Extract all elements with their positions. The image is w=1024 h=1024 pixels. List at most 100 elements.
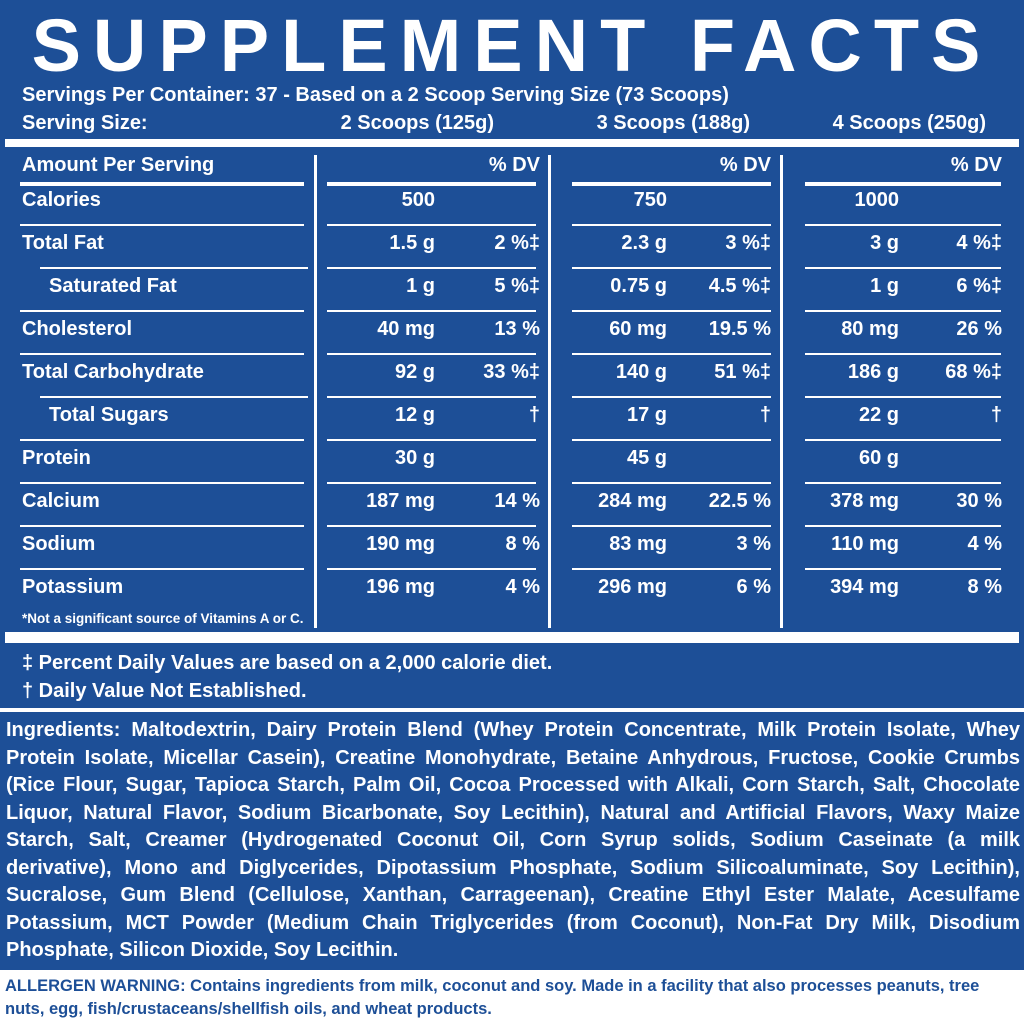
row-divider bbox=[40, 396, 308, 398]
nutrient-amount: 1 g bbox=[406, 275, 435, 297]
nutrient-dv: 6 %‡ bbox=[956, 275, 1002, 297]
nutrient-name: Total Carbohydrate bbox=[22, 361, 204, 383]
nutrient-dv: 13 % bbox=[494, 318, 540, 340]
nutrient-name: Calcium bbox=[22, 490, 100, 512]
header-underline bbox=[805, 182, 1001, 186]
nutrient-dv: † bbox=[528, 404, 540, 426]
row-divider bbox=[20, 353, 304, 355]
nutrient-dv: 4.5 %‡ bbox=[708, 275, 771, 297]
nutrient-amount: 80 mg bbox=[841, 318, 899, 340]
nutrient-dv: 8 % bbox=[505, 533, 540, 555]
nutrient-amount: 140 g bbox=[615, 361, 667, 383]
nutrient-amount: 0.75 g bbox=[610, 275, 667, 297]
row-divider bbox=[20, 568, 304, 570]
nutrient-amount: 22 g bbox=[858, 404, 899, 426]
row-divider bbox=[805, 482, 1001, 484]
row-divider bbox=[805, 267, 1001, 269]
panel-title: SUPPLEMENT FACTS bbox=[31, 4, 993, 87]
nutrient-amount: 110 mg bbox=[831, 533, 899, 555]
row-divider bbox=[327, 439, 536, 441]
nutrient-amount: 17 g bbox=[626, 404, 667, 426]
nutrient-amount: 187 mg bbox=[366, 490, 435, 512]
row-divider bbox=[805, 525, 1001, 527]
column-separator bbox=[314, 155, 317, 628]
row-divider bbox=[327, 224, 536, 226]
nutrient-amount: 394 mg bbox=[830, 576, 899, 598]
nutrient-dv: 33 %‡ bbox=[483, 361, 540, 383]
ingredients-panel: Ingredients: Maltodextrin, Dairy Protein… bbox=[0, 712, 1024, 970]
row-divider bbox=[327, 353, 536, 355]
header-underline bbox=[20, 182, 304, 186]
row-divider bbox=[327, 267, 536, 269]
nutrient-dv: 30 % bbox=[956, 490, 1002, 512]
nutrient-amount: 1.5 g bbox=[389, 232, 435, 254]
row-divider bbox=[805, 439, 1001, 441]
allergen-label: ALLERGEN WARNING: bbox=[5, 977, 186, 995]
vitamin-note: *Not a significant source of Vitamins A … bbox=[22, 611, 304, 626]
nutrient-amount: 92 g bbox=[394, 361, 435, 383]
nutrient-dv: 4 % bbox=[967, 533, 1002, 555]
serving-size-col-3: 4 Scoops (250g) bbox=[832, 112, 986, 134]
nutrient-amount: 83 mg bbox=[609, 533, 667, 555]
allergen-warning: ALLERGEN WARNING: Contains ingredients f… bbox=[5, 975, 1021, 1021]
nutrient-amount: 196 mg bbox=[366, 576, 435, 598]
row-divider bbox=[327, 568, 536, 570]
nutrient-dv: 4 %‡ bbox=[956, 232, 1002, 254]
nutrient-dv: 19.5 % bbox=[708, 318, 771, 340]
nutrient-amount: 45 g bbox=[626, 447, 667, 469]
nutrient-dv: 3 %‡ bbox=[725, 232, 771, 254]
nutrient-amount: 3 g bbox=[870, 232, 899, 254]
nutrient-dv: 2 %‡ bbox=[494, 232, 540, 254]
nutrient-dv: 68 %‡ bbox=[945, 361, 1002, 383]
nutrient-dv: 5 %‡ bbox=[494, 275, 540, 297]
header-dv-col-1: % DV bbox=[488, 154, 540, 176]
nutrient-name: Calories bbox=[22, 189, 101, 211]
thick-divider-bottom bbox=[5, 632, 1019, 643]
nutrient-amount: 750 bbox=[633, 189, 667, 211]
nutrient-name: Saturated Fat bbox=[49, 275, 177, 297]
row-divider bbox=[40, 267, 308, 269]
nutrient-amount: 1000 bbox=[854, 189, 900, 211]
row-divider bbox=[20, 310, 304, 312]
row-divider bbox=[805, 568, 1001, 570]
thick-divider-top bbox=[5, 139, 1019, 147]
row-divider bbox=[805, 310, 1001, 312]
row-divider bbox=[572, 439, 771, 441]
row-divider bbox=[327, 396, 536, 398]
nutrient-dv: 3 % bbox=[736, 533, 771, 555]
serving-size-col-1: 2 Scoops (125g) bbox=[340, 112, 494, 134]
footnote-percent-dv: ‡ Percent Daily Values are based on a 2,… bbox=[22, 652, 553, 674]
ingredients-text-block: Ingredients: Maltodextrin, Dairy Protein… bbox=[6, 717, 1020, 965]
row-divider bbox=[572, 482, 771, 484]
nutrient-dv: 8 % bbox=[967, 576, 1002, 598]
row-divider bbox=[572, 267, 771, 269]
nutrient-name: Sodium bbox=[22, 533, 96, 555]
serving-size-col-2: 3 Scoops (188g) bbox=[596, 112, 750, 134]
nutrient-dv: 26 % bbox=[956, 318, 1002, 340]
nutrient-amount: 284 mg bbox=[598, 490, 667, 512]
ingredients-label: Ingredients: bbox=[6, 719, 121, 741]
nutrient-amount: 378 mg bbox=[830, 490, 899, 512]
header-amount-per-serving: Amount Per Serving bbox=[22, 154, 215, 176]
nutrient-amount: 30 g bbox=[394, 447, 435, 469]
supplement-facts-panel: SUPPLEMENT FACTS Servings Per Container:… bbox=[0, 0, 1024, 708]
nutrient-dv: 51 %‡ bbox=[714, 361, 771, 383]
nutrient-name: Potassium bbox=[22, 576, 124, 598]
nutrient-dv: 14 % bbox=[494, 490, 540, 512]
nutrient-amount: 60 g bbox=[858, 447, 899, 469]
nutrient-name: Total Sugars bbox=[49, 404, 169, 426]
header-dv-col-2: % DV bbox=[719, 154, 771, 176]
header-underline bbox=[327, 182, 536, 186]
nutrient-amount: 40 mg bbox=[377, 318, 435, 340]
serving-size-label: Serving Size: bbox=[22, 112, 148, 134]
row-divider bbox=[572, 224, 771, 226]
nutrient-amount: 500 bbox=[401, 189, 435, 211]
nutrient-amount: 296 mg bbox=[598, 576, 667, 598]
row-divider bbox=[805, 353, 1001, 355]
row-divider bbox=[572, 396, 771, 398]
nutrient-amount: 2.3 g bbox=[621, 232, 667, 254]
ingredients-list: Maltodextrin, Dairy Protein Blend (Whey … bbox=[6, 719, 1020, 961]
row-divider bbox=[572, 525, 771, 527]
row-divider bbox=[20, 224, 304, 226]
nutrient-name: Protein bbox=[22, 447, 91, 469]
